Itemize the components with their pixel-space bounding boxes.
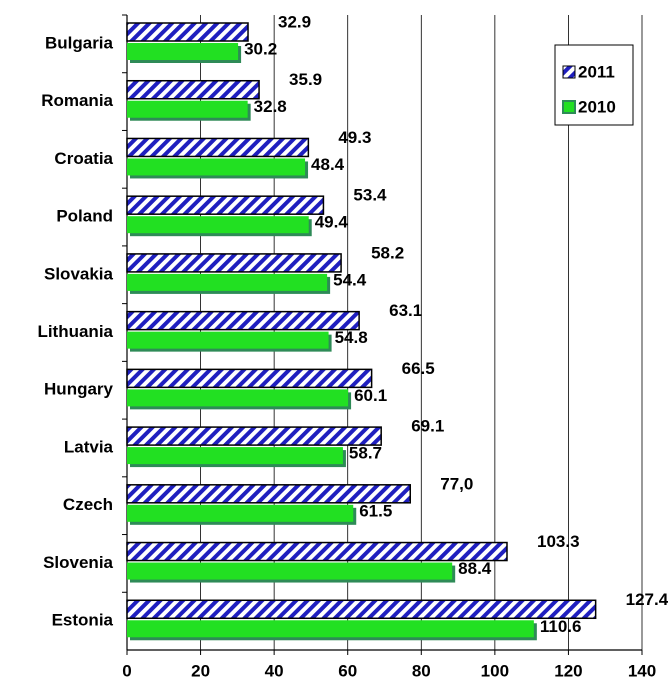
category-label: Estonia	[52, 611, 114, 630]
bar	[127, 43, 239, 60]
category-label: Latvia	[64, 437, 114, 456]
legend-label: 2011	[578, 62, 615, 81]
category-label: Slovakia	[44, 264, 114, 283]
bar	[127, 504, 354, 522]
bar	[126, 137, 310, 158]
bar	[126, 310, 360, 331]
value-label: 69.1	[411, 417, 444, 436]
bar	[127, 216, 309, 234]
value-label: 66.5	[402, 359, 435, 378]
value-label: 53.4	[353, 186, 387, 205]
category-label: Poland	[56, 207, 113, 226]
bar	[126, 253, 342, 273]
value-label: 35.9	[289, 70, 322, 89]
value-label: 60.1	[354, 386, 387, 405]
x-tick-label: 100	[481, 661, 509, 680]
x-tick-label: 140	[628, 661, 656, 680]
bar	[127, 100, 248, 118]
bar	[126, 599, 597, 620]
legend-label: 2010	[578, 97, 616, 116]
category-label: Lithuania	[37, 322, 113, 341]
legend-swatch	[562, 100, 576, 114]
bar	[127, 389, 349, 407]
x-tick-label: 0	[122, 661, 131, 680]
value-label: 58.7	[349, 444, 382, 463]
value-label: 54.4	[333, 270, 367, 289]
x-tick-label: 120	[554, 661, 582, 680]
value-label: 54.8	[335, 328, 368, 347]
value-label: 32.9	[278, 12, 311, 31]
value-label: 127.4	[626, 590, 668, 609]
bar	[127, 447, 343, 465]
x-tick-label: 40	[265, 661, 284, 680]
category-label: Hungary	[44, 380, 114, 399]
value-label: 30.2	[244, 39, 277, 58]
value-label: 49.4	[315, 213, 349, 232]
category-label: Czech	[63, 495, 113, 514]
bar	[127, 158, 306, 176]
value-label: 63.1	[389, 301, 422, 320]
bar	[126, 426, 382, 446]
bar	[126, 484, 411, 504]
x-tick-label: 60	[338, 661, 357, 680]
bar	[126, 79, 260, 100]
value-label: 58.2	[371, 243, 404, 262]
bar	[126, 195, 325, 215]
bar	[127, 620, 534, 638]
bar	[127, 331, 329, 349]
category-label: Bulgaria	[45, 33, 114, 52]
x-tick-label: 20	[191, 661, 210, 680]
x-tick-label: 80	[412, 661, 431, 680]
value-label: 110.6	[540, 617, 582, 636]
value-label: 103.3	[537, 532, 580, 551]
bar	[126, 368, 373, 389]
value-label: 32.8	[254, 97, 287, 116]
bar	[127, 273, 328, 291]
category-label: Slovenia	[43, 553, 113, 572]
value-label: 48.4	[311, 155, 345, 174]
value-label: 77,0	[440, 474, 473, 493]
category-label: Romania	[41, 91, 113, 110]
bar	[126, 22, 249, 42]
category-label: Croatia	[54, 149, 113, 168]
bar	[127, 562, 453, 580]
bar	[126, 541, 508, 562]
legend-swatch	[562, 65, 576, 79]
value-label: 61.5	[359, 501, 392, 520]
value-label: 88.4	[458, 559, 492, 578]
value-label: 49.3	[338, 128, 371, 147]
